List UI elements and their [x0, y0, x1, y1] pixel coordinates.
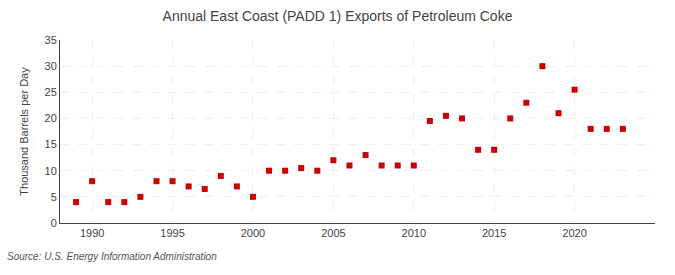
svg-text:30: 30	[45, 60, 57, 72]
svg-text:2005: 2005	[321, 227, 345, 239]
svg-text:20: 20	[45, 112, 57, 124]
svg-text:1990: 1990	[80, 227, 104, 239]
svg-text:35: 35	[45, 34, 57, 46]
svg-text:10: 10	[45, 165, 57, 177]
svg-text:25: 25	[45, 86, 57, 98]
svg-text:2010: 2010	[402, 227, 426, 239]
svg-text:1995: 1995	[160, 227, 184, 239]
svg-text:2015: 2015	[482, 227, 506, 239]
svg-text:0: 0	[51, 217, 57, 229]
svg-text:Annual East Coast (PADD 1) Exp: Annual East Coast (PADD 1) Exports of Pe…	[163, 8, 513, 24]
svg-text:15: 15	[45, 138, 57, 150]
svg-text:2020: 2020	[562, 227, 586, 239]
svg-text:5: 5	[51, 191, 57, 203]
svg-text:Thousand Barrels per Day: Thousand Barrels per Day	[18, 67, 30, 196]
svg-text:Source: U.S. Energy Informatio: Source: U.S. Energy Information Administ…	[7, 251, 217, 262]
svg-text:2000: 2000	[241, 227, 265, 239]
